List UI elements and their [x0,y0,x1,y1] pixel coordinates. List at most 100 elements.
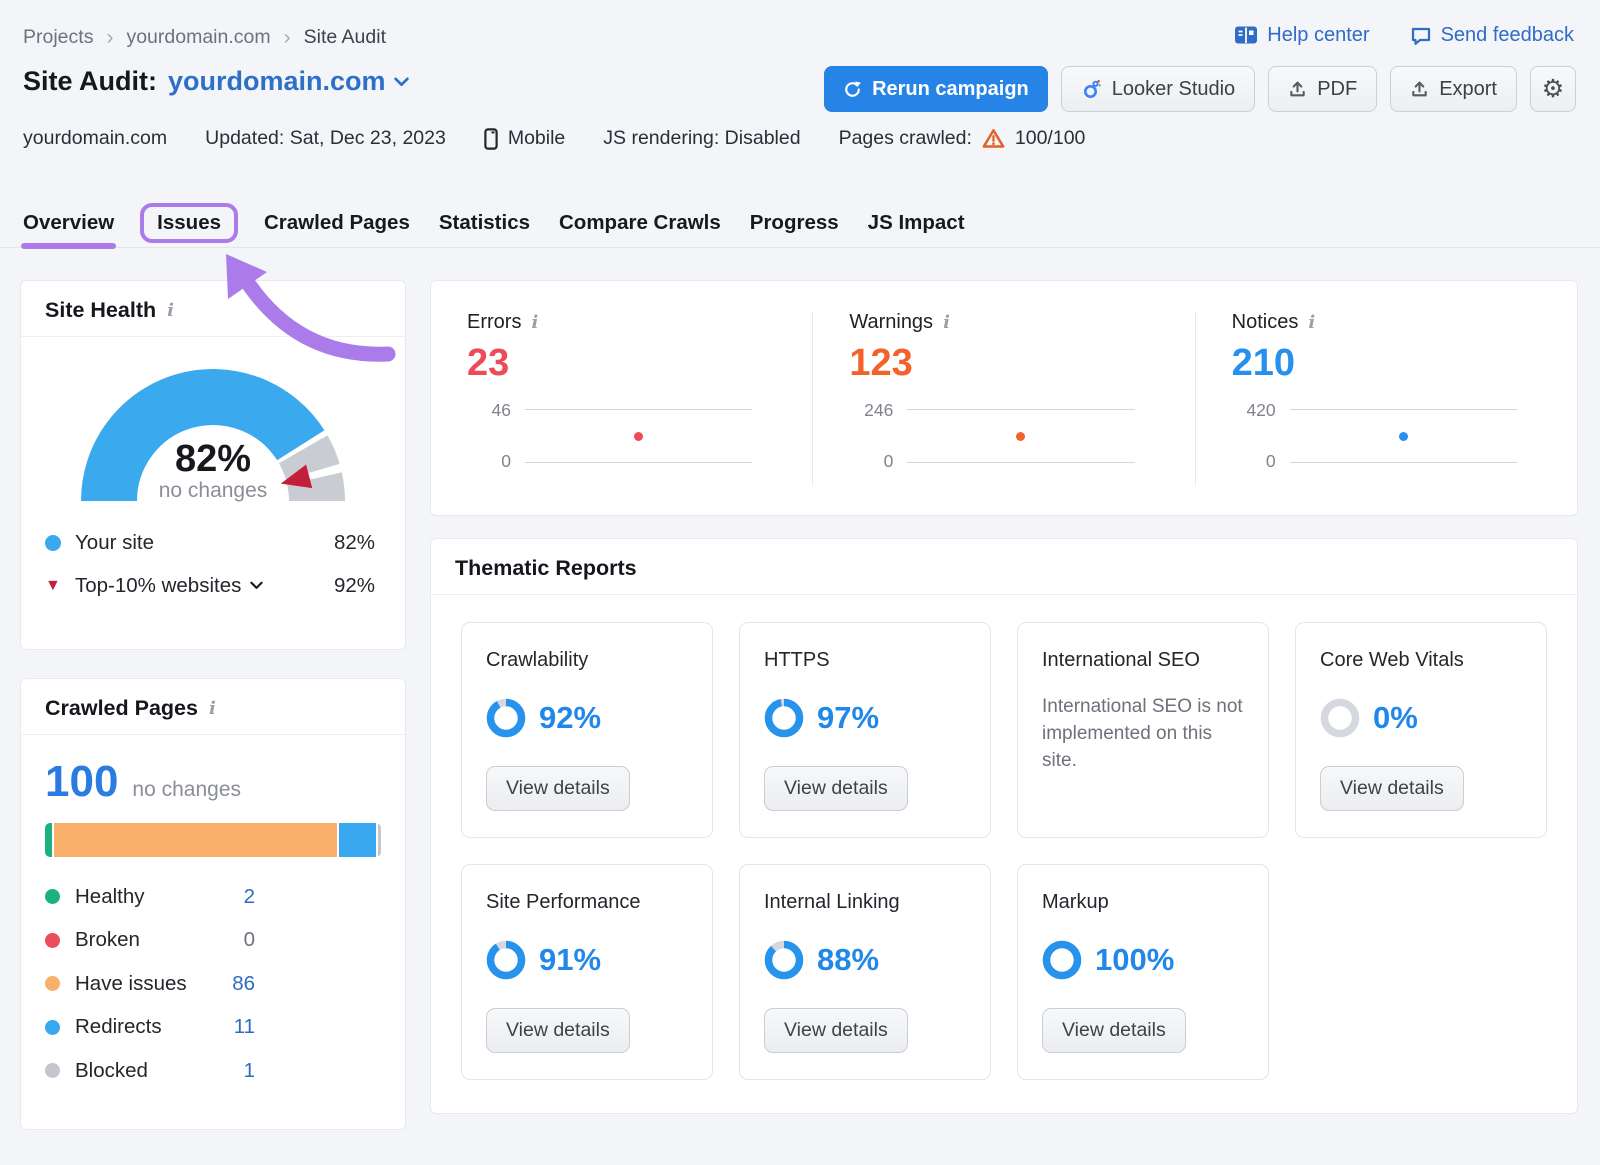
legend-row-blocked: Blocked 1 [45,1049,381,1093]
meta-updated: Updated: Sat, Dec 23, 2023 [205,127,446,149]
markup-view-details-button[interactable]: View details [1042,1008,1186,1053]
crawled-bar-segment-blocked [377,823,381,857]
crawlability-card: Crawlability 92% View details [461,622,713,838]
core-web-vitals-card: Core Web Vitals 0% View details [1295,622,1547,838]
tab-js-impact[interactable]: JS Impact [867,211,965,234]
legend-row-healthy: Healthy 2 [45,875,381,919]
site-performance-card: Site Performance 91% View details [461,864,713,1080]
tab-crawled-pages[interactable]: Crawled Pages [264,211,410,234]
spark-min-label: 0 [501,451,511,471]
site-health-header: Site Health i [21,281,405,337]
issues-summary-card: Errors i 23 46 0 Warnings i 123 246 0 No… [430,280,1578,516]
international-seo-label: International SEO [1042,649,1200,671]
action-bar: Rerun campaign Looker Studio PDF Export … [824,66,1576,112]
looker-studio-button[interactable]: Looker Studio [1060,66,1256,112]
spark-max-label: 46 [491,400,511,420]
top-links: Help center Send feedback [1234,24,1574,47]
rerun-campaign-button[interactable]: Rerun campaign [824,66,1048,112]
internal-linking-percent: 88% [817,942,880,977]
your-site-label: Your site [75,530,155,554]
site-performance-view-details-button[interactable]: View details [486,1008,630,1053]
tab-issues[interactable]: Issues [140,203,238,243]
pages-crawled-label: Pages crawled: [838,127,972,149]
blocked-value[interactable]: 1 [243,1058,255,1082]
https-view-details-button[interactable]: View details [764,766,908,811]
upload-icon [1412,81,1427,96]
spark-min-label: 0 [1265,451,1276,471]
https-percent: 97% [817,700,880,735]
site-health-legend: Your site 82% ▼ Top-10% websites 92% [45,521,381,607]
core-web-vitals-percent: 0% [1373,700,1418,735]
healthy-label: Healthy [75,884,145,908]
benchmark-triangle-icon: ▼ [45,576,61,594]
legend-row-have-issues: Have issues 86 [45,962,381,1006]
thematic-grid: Crawlability 92% View details HTTPS [461,622,1547,1080]
legend-row-redirects: Redirects 11 [45,1006,381,1050]
have-issues-value[interactable]: 86 [232,971,255,995]
notices-data-point [1398,431,1408,441]
internal-linking-view-details-button[interactable]: View details [764,1008,908,1053]
send-feedback-link[interactable]: Send feedback [1410,24,1574,47]
site-performance-label: Site Performance [486,891,641,913]
crawled-pages-card: Crawled Pages i 100 no changes Healthy 2… [20,678,406,1130]
broken-value: 0 [243,928,255,952]
gauge-score-value: 82% [175,438,251,480]
feedback-bubble-icon [1411,27,1430,45]
tab-overview[interactable]: Overview [20,211,117,249]
crawlability-label: Crawlability [486,649,589,671]
breadcrumb-domain[interactable]: yourdomain.com [126,26,271,48]
info-icon[interactable]: i [208,698,216,719]
info-icon[interactable]: i [167,300,174,321]
gauge-change-label: no changes [159,479,268,502]
benchmark-label: Top-10% websites [75,573,242,597]
notices-value: 210 [1231,342,1296,384]
tab-compare-crawls[interactable]: Compare Crawls [559,211,721,234]
chevron-down-icon [393,76,409,86]
crawlability-donut [486,698,526,738]
blocked-dot-icon [45,1063,60,1079]
core-web-vitals-view-details-button[interactable]: View details [1320,766,1464,811]
settings-button[interactable]: ⚙ [1530,66,1576,112]
pdf-label: PDF [1317,77,1358,100]
book-icon [1235,26,1258,44]
errors-label: Errors [467,311,522,333]
tab-statistics[interactable]: Statistics [438,211,530,234]
crawlability-view-details-button[interactable]: View details [486,766,630,811]
have-issues-dot-icon [45,976,60,992]
thematic-reports-title: Thematic Reports [455,556,637,580]
help-center-label: Help center [1267,24,1370,46]
benchmark-selector[interactable]: Top-10% websites [75,573,264,598]
looker-studio-label: Looker Studio [1111,77,1236,100]
international-seo-note: International SEO is not implemented on … [1042,696,1243,771]
healthy-value[interactable]: 2 [243,884,255,908]
info-icon[interactable]: i [1308,312,1316,333]
redirects-value[interactable]: 11 [233,1015,255,1039]
breadcrumb-projects[interactable]: Projects [23,26,94,48]
gauge-score-arc [81,369,325,502]
info-icon[interactable]: i [943,312,950,333]
info-icon[interactable]: i [531,312,539,333]
https-card: HTTPS 97% View details [739,622,991,838]
notices-column: Notices i 210 420 0 [1194,311,1577,485]
pdf-button[interactable]: PDF [1268,66,1378,112]
markup-label: Markup [1042,891,1109,913]
export-label: Export [1439,77,1497,100]
tab-progress[interactable]: Progress [749,211,839,234]
upload-icon [1290,81,1305,96]
legend-row-benchmark: ▼ Top-10% websites 92% [45,564,381,607]
crawled-pages-title: Crawled Pages [45,696,198,720]
benchmark-value: 92% [333,573,375,597]
crawled-pages-legend: Healthy 2 Broken 0 Have issues 86 Redire… [45,875,381,1093]
warnings-column: Warnings i 123 246 0 [812,311,1194,485]
warnings-value: 123 [849,342,913,384]
domain-selector[interactable]: yourdomain.com [168,66,409,97]
your-site-dot-icon [45,534,61,551]
https-donut [764,698,804,738]
spark-min-label: 0 [883,451,894,471]
crawlability-percent: 92% [539,700,602,735]
help-center-link[interactable]: Help center [1234,24,1370,47]
chevron-right-icon: › [106,26,114,49]
site-performance-donut [486,940,526,980]
export-button[interactable]: Export [1390,66,1517,112]
